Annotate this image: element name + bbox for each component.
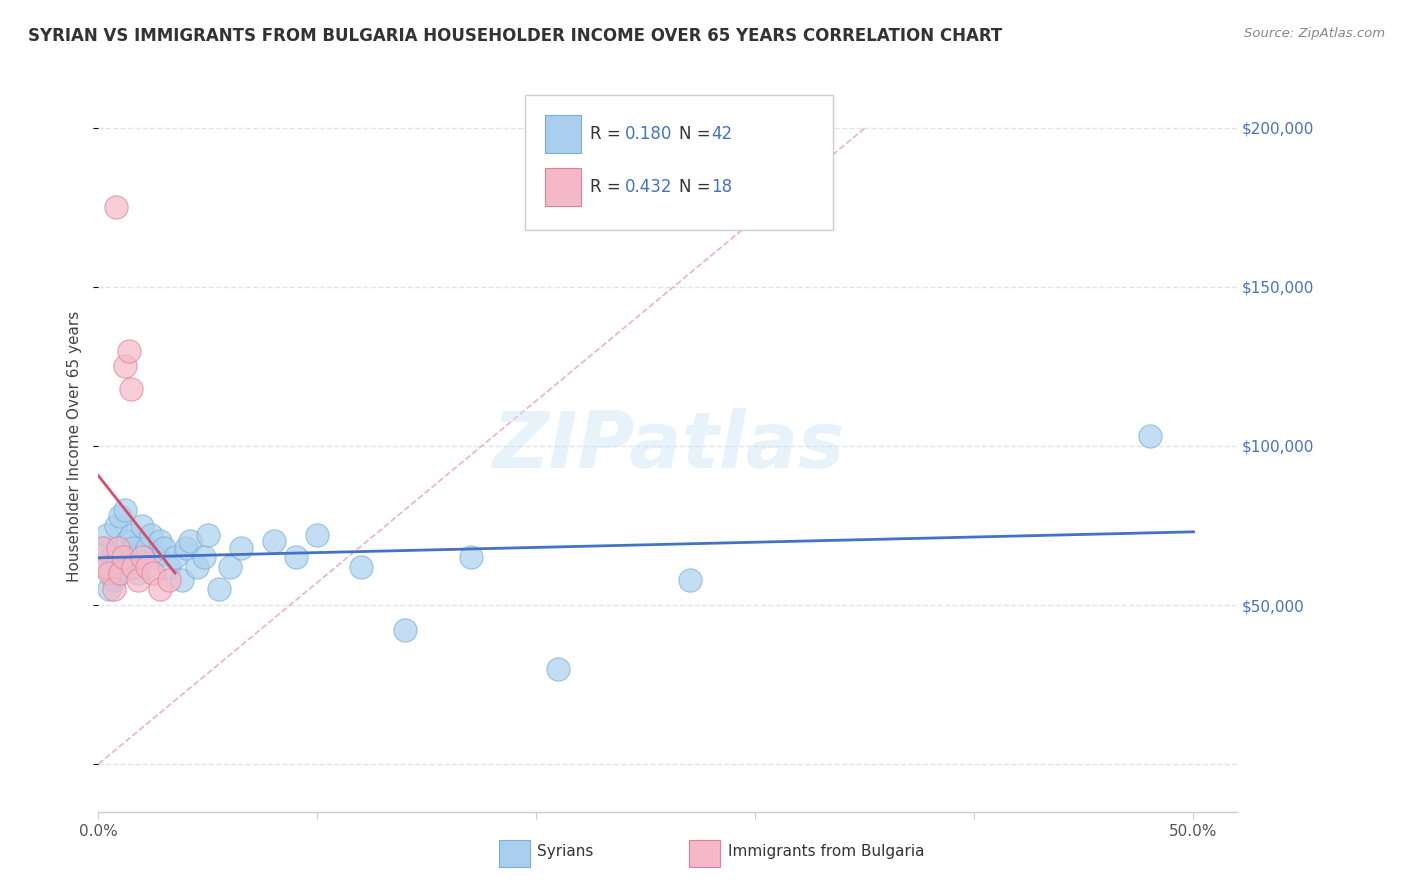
Point: [170, 573, 193, 587]
Text: R =: R =: [591, 126, 627, 144]
Point: [1139, 429, 1161, 443]
Point: [107, 566, 129, 581]
Text: N =: N =: [679, 126, 716, 144]
Point: [96, 528, 118, 542]
Point: [110, 566, 132, 581]
Point: [104, 518, 127, 533]
Point: [111, 553, 134, 567]
Point: [186, 559, 208, 574]
Point: [94, 559, 117, 574]
Point: [307, 528, 329, 542]
Point: [135, 559, 157, 574]
Point: [118, 343, 141, 358]
Point: [91, 541, 114, 555]
Point: [131, 518, 153, 533]
Point: [114, 502, 136, 516]
Point: [174, 541, 197, 555]
Bar: [546, 168, 581, 206]
Text: 18: 18: [711, 178, 733, 196]
Point: [350, 559, 373, 574]
Point: [96, 559, 118, 574]
Text: Immigrants from Bulgaria: Immigrants from Bulgaria: [728, 845, 925, 859]
Point: [218, 559, 240, 574]
Point: [115, 534, 138, 549]
Point: [120, 382, 142, 396]
Point: [135, 541, 157, 555]
Text: 42: 42: [711, 126, 733, 144]
Text: Source: ZipAtlas.com: Source: ZipAtlas.com: [1244, 27, 1385, 40]
Point: [197, 528, 219, 542]
Point: [110, 508, 132, 523]
Point: [111, 550, 134, 565]
Point: [284, 550, 307, 565]
Point: [91, 541, 114, 555]
Point: [139, 528, 162, 542]
Text: Syrians: Syrians: [537, 845, 593, 859]
Point: [145, 550, 166, 565]
Point: [98, 566, 121, 581]
Point: [127, 573, 149, 587]
Point: [100, 550, 122, 565]
Point: [122, 559, 145, 574]
FancyBboxPatch shape: [526, 95, 832, 230]
Point: [127, 566, 149, 581]
Text: N =: N =: [679, 178, 716, 196]
Point: [103, 582, 125, 596]
Point: [179, 534, 201, 549]
Point: [165, 550, 187, 565]
Text: R =: R =: [591, 178, 627, 196]
Point: [157, 559, 180, 574]
Point: [394, 624, 416, 638]
Point: [104, 201, 127, 215]
Point: [157, 573, 180, 587]
Point: [149, 582, 172, 596]
Point: [107, 541, 129, 555]
Text: 0.432: 0.432: [624, 178, 672, 196]
Point: [153, 541, 176, 555]
Point: [460, 550, 482, 565]
Text: SYRIAN VS IMMIGRANTS FROM BULGARIA HOUSEHOLDER INCOME OVER 65 YEARS CORRELATION : SYRIAN VS IMMIGRANTS FROM BULGARIA HOUSE…: [28, 27, 1002, 45]
Point: [193, 550, 215, 565]
Point: [131, 550, 153, 565]
Point: [98, 582, 121, 596]
Y-axis label: Householder Income Over 65 years: Householder Income Over 65 years: [67, 310, 83, 582]
Point: [149, 534, 172, 549]
Point: [122, 541, 145, 555]
Point: [142, 566, 165, 581]
Bar: [546, 115, 581, 153]
Point: [679, 573, 702, 587]
Point: [263, 534, 285, 549]
Point: [114, 359, 136, 374]
Text: ZIPatlas: ZIPatlas: [492, 408, 844, 484]
Point: [547, 662, 569, 676]
Point: [118, 550, 141, 565]
Point: [103, 573, 125, 587]
Text: 0.180: 0.180: [624, 126, 672, 144]
Point: [208, 582, 231, 596]
Point: [229, 541, 252, 555]
Point: [120, 528, 142, 542]
